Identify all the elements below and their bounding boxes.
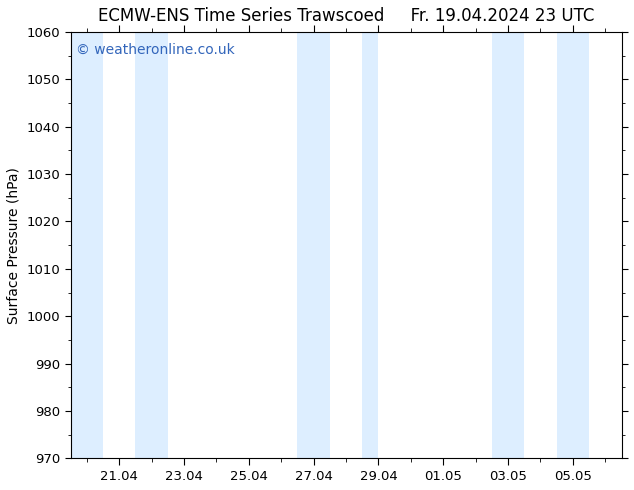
Bar: [362, 32, 378, 458]
Text: © weatheronline.co.uk: © weatheronline.co.uk: [76, 43, 235, 57]
Bar: [297, 32, 330, 458]
Y-axis label: Surface Pressure (hPa): Surface Pressure (hPa): [7, 167, 21, 323]
Title: ECMW-ENS Time Series Trawscoed     Fr. 19.04.2024 23 UTC: ECMW-ENS Time Series Trawscoed Fr. 19.04…: [98, 7, 594, 25]
Bar: [492, 32, 524, 458]
Bar: [70, 32, 103, 458]
Bar: [557, 32, 589, 458]
Bar: [136, 32, 168, 458]
